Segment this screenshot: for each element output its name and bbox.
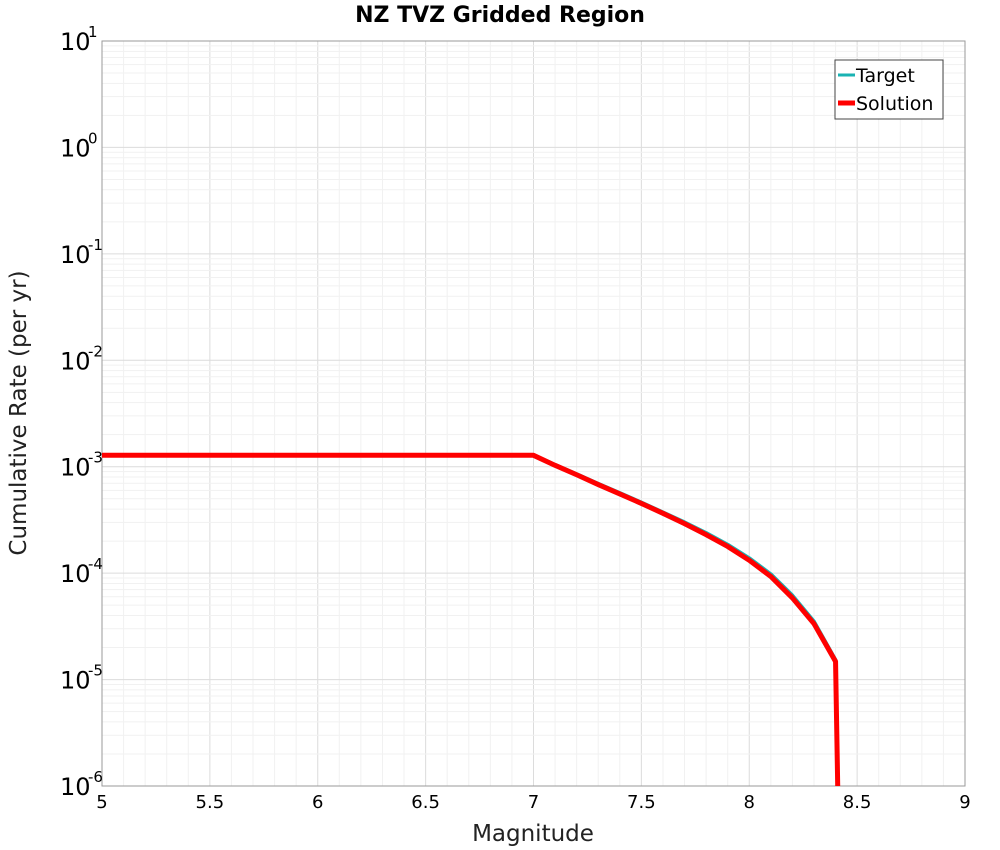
x-axis-label: Magnitude	[472, 821, 594, 847]
y-tick-exponent: 0	[88, 129, 98, 147]
x-tick-label: 6	[312, 792, 323, 813]
grid	[101, 41, 966, 787]
y-tick-exponent: -2	[88, 342, 103, 360]
x-tick-label: 8	[744, 792, 755, 813]
y-tick-label: 10-5	[60, 662, 103, 695]
y-tick-base: 10	[60, 560, 91, 588]
legend: Target Solution	[834, 59, 944, 120]
legend-label-solution: Solution	[856, 93, 933, 115]
x-tick-label: 5.5	[196, 792, 225, 813]
x-tick-label: 8.5	[843, 792, 872, 813]
y-tick-label: 10-1	[60, 236, 103, 269]
y-tick-base: 10	[60, 134, 91, 162]
y-tick-label: 10-6	[60, 768, 103, 801]
x-tick-label: 6.5	[411, 792, 440, 813]
y-tick-exponent: -3	[88, 449, 103, 467]
y-tick-base: 10	[60, 454, 91, 482]
y-tick-base: 10	[60, 667, 91, 695]
y-tick-base: 10	[60, 28, 91, 56]
plot-frame	[101, 40, 966, 787]
legend-label-target: Target	[855, 65, 915, 87]
x-axis-ticks: 5 5.5 6 6.5 7 7.5 8 8.5 9	[96, 792, 970, 813]
y-tick-exponent: -1	[88, 236, 103, 254]
y-tick-exponent: -5	[88, 662, 103, 680]
x-tick-label: 5	[96, 792, 107, 813]
y-tick-base: 10	[60, 773, 91, 801]
y-tick-label: 100	[60, 129, 98, 162]
x-tick-label: 9	[959, 792, 970, 813]
y-tick-label: 10-3	[60, 449, 103, 482]
y-axis-label: Cumulative Rate (per yr)	[6, 270, 32, 555]
y-tick-base: 10	[60, 241, 91, 269]
y-tick-label: 10-4	[60, 555, 103, 588]
x-tick-label: 7.5	[627, 792, 656, 813]
y-tick-exponent: -4	[88, 555, 103, 573]
legend-box	[834, 59, 944, 120]
y-tick-label: 10-2	[60, 342, 103, 375]
x-tick-label: 7	[528, 792, 539, 813]
series-layer	[102, 452, 841, 787]
chart-title: NZ TVZ Gridded Region	[355, 3, 645, 28]
y-tick-exponent: -6	[88, 768, 103, 786]
y-tick-base: 10	[60, 347, 91, 375]
y-tick-exponent: 1	[88, 23, 98, 41]
y-tick-label: 101	[60, 23, 98, 56]
series-line-solution	[102, 452, 841, 787]
